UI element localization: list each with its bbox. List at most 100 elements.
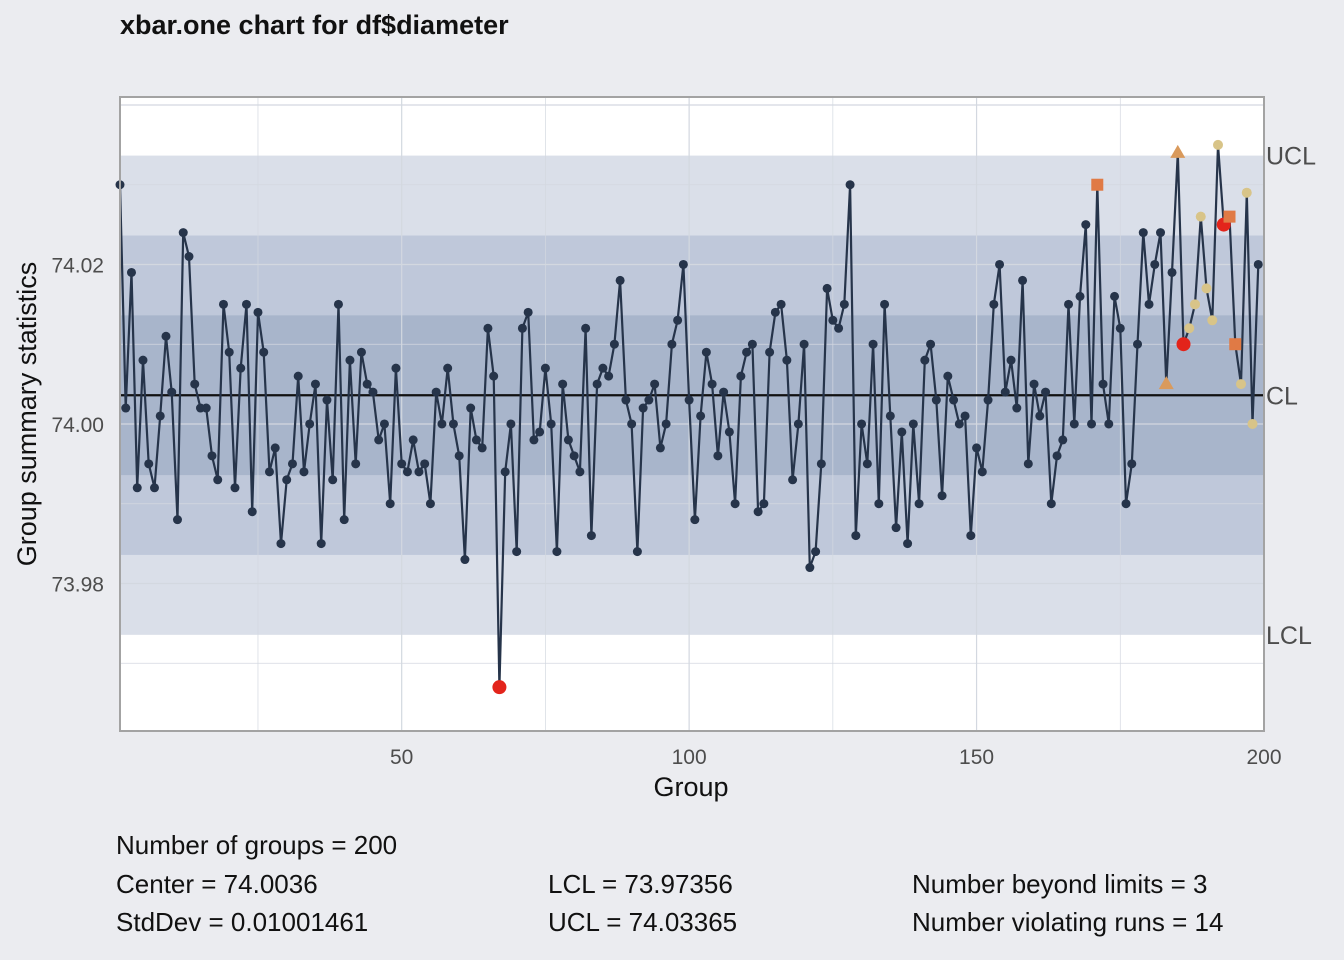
data-point [489, 371, 499, 381]
data-point [782, 355, 792, 365]
data-point [1127, 459, 1137, 469]
data-point [724, 427, 734, 437]
stat-beyond-limits: Number beyond limits = 3 [912, 869, 1208, 899]
data-point [420, 459, 430, 469]
data-point [397, 459, 407, 469]
data-point [155, 411, 165, 421]
data-point [788, 475, 798, 485]
data-point [241, 299, 251, 309]
data-point [425, 499, 435, 509]
data-point [161, 331, 171, 341]
data-point [822, 283, 832, 293]
data-point [874, 499, 884, 509]
data-point [753, 507, 763, 517]
data-point [201, 403, 211, 413]
data-point [862, 459, 872, 469]
data-point [931, 395, 941, 405]
data-point [828, 315, 838, 325]
data-point [402, 467, 412, 477]
data-point [236, 363, 246, 373]
data-point [1133, 339, 1143, 349]
chart-title: xbar.one chart for df$diameter [120, 10, 509, 40]
data-point [500, 467, 510, 477]
panel-border [119, 96, 1265, 732]
data-point [264, 467, 274, 477]
data-point [834, 323, 844, 333]
data-point-violating-run [1241, 187, 1252, 198]
data-point-violating-run [1190, 299, 1201, 310]
y-tick-label: 73.98 [51, 573, 104, 596]
data-point [374, 435, 384, 445]
data-point [322, 395, 332, 405]
data-point-violating-run [1170, 144, 1186, 158]
y-tick-label: 74.02 [51, 254, 104, 277]
data-point [609, 339, 619, 349]
data-point [247, 507, 257, 517]
data-point [454, 451, 464, 461]
y-axis-title: Group summary statistics [12, 262, 42, 567]
data-point [920, 355, 930, 365]
stat-center: Center = 74.0036 [116, 869, 318, 899]
data-point [448, 419, 458, 429]
data-point [655, 443, 665, 453]
data-point [408, 435, 418, 445]
data-point [190, 379, 200, 389]
data-point [523, 307, 533, 317]
data-point [1075, 291, 1085, 301]
data-point [776, 299, 786, 309]
axes: 50 100 150 200 73.98 74.00 74.02 UCL CL LCL [51, 143, 1316, 769]
data-point [356, 347, 366, 357]
data-point [995, 259, 1005, 269]
data-point [218, 299, 228, 309]
x-tick-label: 100 [672, 746, 707, 769]
data-point [132, 483, 142, 493]
data-point [759, 499, 769, 509]
data-point [897, 427, 907, 437]
data-point [765, 347, 775, 357]
data-point [276, 539, 286, 549]
data-point [989, 299, 999, 309]
data-point [1098, 379, 1108, 389]
data-point [644, 395, 654, 405]
data-point [270, 443, 280, 453]
data-point [891, 523, 901, 533]
data-point [144, 459, 154, 469]
data-point-beyond-limits [1176, 337, 1191, 352]
data-point [701, 347, 711, 357]
data-point [903, 539, 913, 549]
data-point [661, 419, 671, 429]
data-point [937, 491, 947, 501]
data-point [253, 307, 263, 317]
data-point [632, 547, 642, 557]
data-point-violating-run [1195, 211, 1206, 222]
data-point [184, 251, 194, 261]
data-point [126, 267, 136, 277]
data-point [1006, 355, 1016, 365]
data-point [1156, 228, 1166, 238]
data-point [213, 475, 223, 485]
data-point [1058, 435, 1068, 445]
data-point [172, 515, 182, 525]
data-point [1121, 499, 1131, 509]
data-point [1041, 387, 1051, 397]
data-point [540, 363, 550, 373]
data-point [287, 459, 297, 469]
data-point [673, 315, 683, 325]
data-point [811, 547, 821, 557]
data-point [960, 411, 970, 421]
data-point [460, 555, 470, 565]
data-point [908, 419, 918, 429]
data-point [719, 387, 729, 397]
data-point-violating-run [1229, 338, 1242, 351]
data-point [138, 355, 148, 365]
data-point-violating-run [1247, 418, 1258, 429]
data-point [305, 419, 315, 429]
data-point [293, 371, 303, 381]
data-point [1110, 291, 1120, 301]
data-point [770, 307, 780, 317]
stat-violating-runs: Number violating runs = 14 [912, 907, 1224, 937]
data-point [592, 379, 602, 389]
data-point [207, 451, 217, 461]
data-point [1115, 323, 1125, 333]
ucl-label: UCL [1266, 143, 1316, 171]
